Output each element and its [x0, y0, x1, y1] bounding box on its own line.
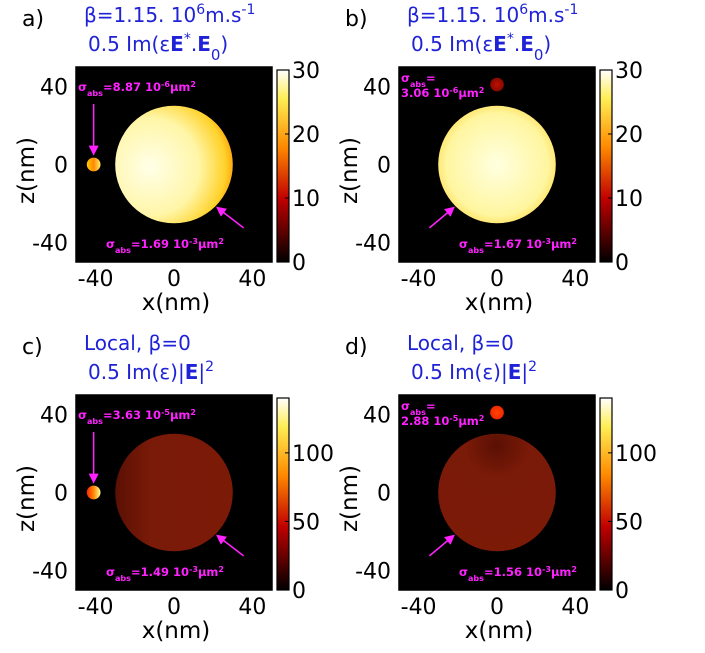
colorbar-tick-label: 30: [615, 59, 643, 84]
panel-a: a) β=1.15. 106m.s-1 0.5 Im(εE*.E0) -40 0 40 40…: [14, 2, 320, 316]
annotation-small-sphere: σabs=3.63 10-5μm2: [78, 408, 196, 426]
y-tick-label: 40: [40, 76, 68, 101]
annotation-arrow: [428, 534, 455, 557]
large-sphere: [115, 433, 233, 552]
x-tick-label: 40: [561, 267, 589, 292]
y-tick-label: -40: [32, 560, 68, 585]
annotation-small-sphere-line1: σabs=: [401, 399, 436, 417]
y-axis-label: z(nm): [14, 137, 40, 204]
panel-title-line1: Local, β=0: [407, 331, 514, 355]
colorbar-tick-label: 100: [292, 442, 334, 467]
annotation-arrow: [428, 206, 455, 229]
y-tick-label: 0: [377, 482, 391, 507]
x-tick-label: 0: [490, 595, 504, 620]
colorbar-tick-label: 50: [292, 510, 320, 535]
x-tick-label: -40: [401, 595, 437, 620]
panel-label: d): [345, 335, 368, 360]
colorbar: [599, 397, 613, 591]
annotation-small-sphere-line1: σabs=: [401, 71, 436, 89]
annotation-arrow: [215, 206, 245, 229]
x-tick-label: -40: [78, 267, 114, 292]
small-sphere: [86, 485, 101, 500]
colorbar-tick-label: 0: [292, 579, 306, 604]
colorbar-tick-label: 20: [615, 123, 643, 148]
y-tick-label: -40: [355, 232, 391, 257]
annotation-large-sphere: σabs=1.67 10-3μm2: [459, 237, 577, 255]
x-tick-label: 0: [167, 267, 181, 292]
y-tick-label: -40: [32, 232, 68, 257]
panel-title-line2: 0.5 Im(εE*.E0): [411, 31, 551, 64]
x-tick-label: 0: [167, 595, 181, 620]
colorbar: [276, 397, 290, 591]
panel-label: a): [22, 7, 44, 32]
annotation-large-sphere: σabs=1.69 10-3μm2: [106, 237, 224, 255]
colorbar: [276, 69, 290, 263]
small-sphere: [490, 77, 504, 92]
y-tick-label: 0: [377, 154, 391, 179]
colorbar-tick-label: 0: [292, 251, 306, 276]
colorbar-tick-label: 0: [615, 251, 629, 276]
colorbar-tick-label: 50: [615, 510, 643, 535]
colorbar-tick-label: 20: [292, 123, 320, 148]
y-tick-label: 0: [54, 154, 68, 179]
large-sphere: [115, 105, 233, 224]
panel-c: c) Local, β=0 0.5 Im(ε)|E|2 -40 0 40 40 0 -40 x(n…: [14, 331, 334, 644]
x-tick-label: 40: [238, 267, 266, 292]
x-axis-label: x(nm): [465, 290, 534, 316]
y-tick-label: 0: [54, 482, 68, 507]
x-tick-label: 0: [490, 267, 504, 292]
x-tick-label: 40: [238, 595, 266, 620]
y-tick-label: 40: [40, 404, 68, 429]
panel-title-line1: β=1.15. 106m.s-1: [84, 2, 255, 27]
colorbar: [599, 69, 613, 263]
small-sphere: [86, 157, 101, 172]
colorbar-tick-label: 10: [292, 187, 320, 212]
y-axis-label: z(nm): [337, 465, 363, 532]
panel-title-line2: 0.5 Im(ε)|E|2: [88, 359, 214, 384]
x-axis-label: x(nm): [465, 618, 534, 644]
large-sphere: [438, 433, 556, 552]
annotation-small-sphere-line2: 2.88 10-5μm2: [401, 414, 484, 429]
y-tick-label: 40: [363, 76, 391, 101]
colorbar-tick-label: 10: [615, 187, 643, 212]
annotation-small-sphere-line2: 3.06 10-6μm2: [401, 86, 484, 101]
annotation-large-sphere: σabs=1.49 10-3μm2: [106, 565, 224, 583]
panel-title-line1: Local, β=0: [84, 331, 191, 355]
y-tick-label: -40: [355, 560, 391, 585]
x-tick-label: -40: [78, 595, 114, 620]
annotation-arrow: [215, 534, 245, 557]
x-axis-label: x(nm): [142, 290, 211, 316]
panel-title-line1: β=1.15. 106m.s-1: [407, 2, 578, 27]
small-sphere: [490, 405, 504, 420]
large-sphere: [438, 105, 556, 224]
colorbar-tick-label: 100: [615, 442, 657, 467]
y-axis-label: z(nm): [337, 137, 363, 204]
panel-d: d) Local, β=0 0.5 Im(ε)|E|2 -40 0 40 40 0 -40 x(n…: [337, 331, 657, 644]
panel-label: b): [345, 7, 368, 32]
panel-label: c): [22, 335, 43, 360]
x-axis-label: x(nm): [142, 618, 211, 644]
panel-title-line2: 0.5 Im(ε)|E|2: [411, 359, 537, 384]
panel-title-line2: 0.5 Im(εE*.E0): [88, 31, 228, 64]
x-tick-label: 40: [561, 595, 589, 620]
panel-b: b) β=1.15. 106m.s-1 0.5 Im(εE*.E0) -40 0 40 40…: [337, 2, 643, 316]
annotation-small-sphere: σabs=8.87 10-6μm2: [78, 80, 196, 98]
y-tick-label: 40: [363, 404, 391, 429]
colorbar-tick-label: 0: [615, 579, 629, 604]
colorbar-tick-label: 30: [292, 59, 320, 84]
annotation-large-sphere: σabs=1.56 10-3μm2: [459, 565, 577, 583]
y-axis-label: z(nm): [14, 465, 40, 532]
x-tick-label: -40: [401, 267, 437, 292]
